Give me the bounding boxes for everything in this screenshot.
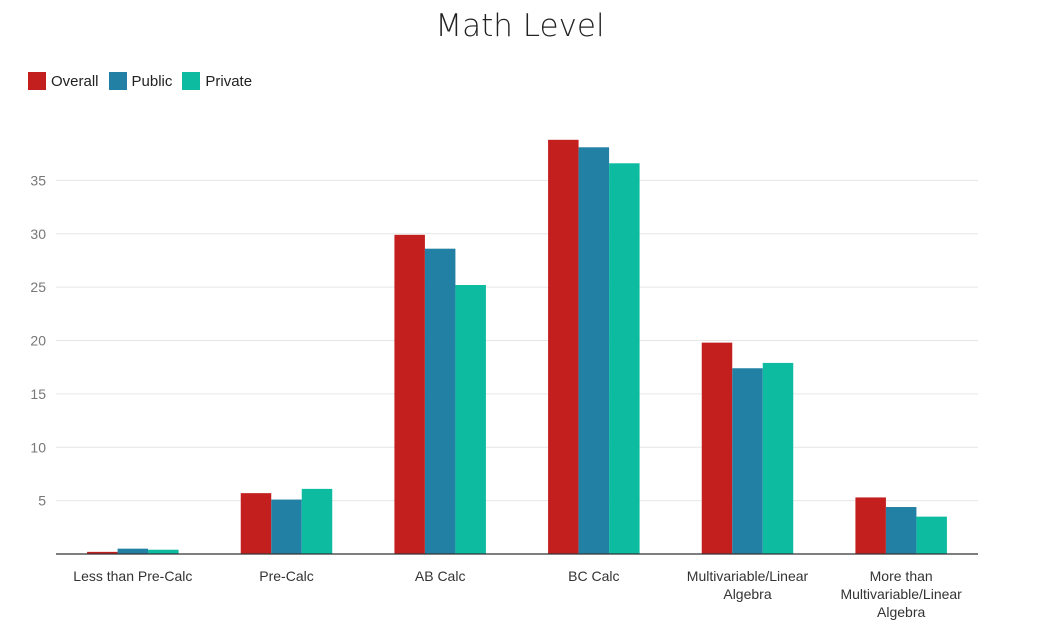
bar-overall-5 bbox=[855, 497, 886, 554]
bar-private-4 bbox=[762, 362, 794, 554]
x-category-label-2: AB Calc bbox=[415, 568, 466, 584]
y-tick-label-35: 35 bbox=[30, 172, 46, 188]
x-category-label-0: Less than Pre-Calc bbox=[73, 568, 192, 584]
legend-label-overall: Overall bbox=[51, 72, 99, 90]
x-category-label-3: BC Calc bbox=[568, 568, 619, 584]
bar-private-5 bbox=[916, 516, 947, 554]
y-tick-label-20: 20 bbox=[30, 333, 46, 349]
x-category-label-5: More than Multivariable/Linear Algebra bbox=[840, 568, 962, 620]
y-tick-label-25: 25 bbox=[30, 279, 46, 295]
bar-overall-0 bbox=[87, 551, 118, 554]
y-tick-label-15: 15 bbox=[30, 386, 46, 402]
legend-item-private[interactable]: Private bbox=[182, 72, 252, 90]
y-tick-label-5: 5 bbox=[38, 493, 46, 509]
bar-public-5 bbox=[885, 507, 917, 554]
legend-label-private: Private bbox=[205, 72, 253, 90]
bar-overall-1 bbox=[240, 493, 272, 554]
x-category-label-1: Pre-Calc bbox=[259, 568, 313, 584]
legend: Overall Public Private bbox=[28, 72, 262, 90]
bar-overall-2 bbox=[394, 234, 425, 554]
legend-item-public[interactable]: Public bbox=[108, 72, 173, 90]
x-category-label-4: Multivariable/Linear Algebra bbox=[687, 568, 809, 602]
legend-label-public: Public bbox=[131, 72, 173, 90]
bar-private-2 bbox=[455, 284, 486, 554]
bar-private-3 bbox=[609, 163, 640, 555]
legend-swatch-public bbox=[108, 72, 127, 90]
y-tick-label-30: 30 bbox=[30, 226, 46, 242]
bar-public-3 bbox=[578, 147, 610, 554]
y-tick-label-10: 10 bbox=[30, 439, 46, 455]
legend-swatch-private bbox=[182, 72, 201, 90]
bar-private-1 bbox=[301, 488, 333, 554]
bar-public-1 bbox=[271, 499, 302, 554]
bar-private-0 bbox=[148, 549, 179, 554]
bar-public-4 bbox=[732, 368, 763, 554]
bar-public-2 bbox=[424, 248, 456, 554]
bar-public-0 bbox=[117, 548, 149, 554]
chart-title: Math Level bbox=[435, 8, 605, 44]
legend-swatch-overall bbox=[28, 72, 46, 90]
legend-item-overall[interactable]: Overall bbox=[28, 72, 99, 90]
bar-overall-4 bbox=[701, 342, 733, 554]
bar-overall-3 bbox=[548, 139, 579, 554]
